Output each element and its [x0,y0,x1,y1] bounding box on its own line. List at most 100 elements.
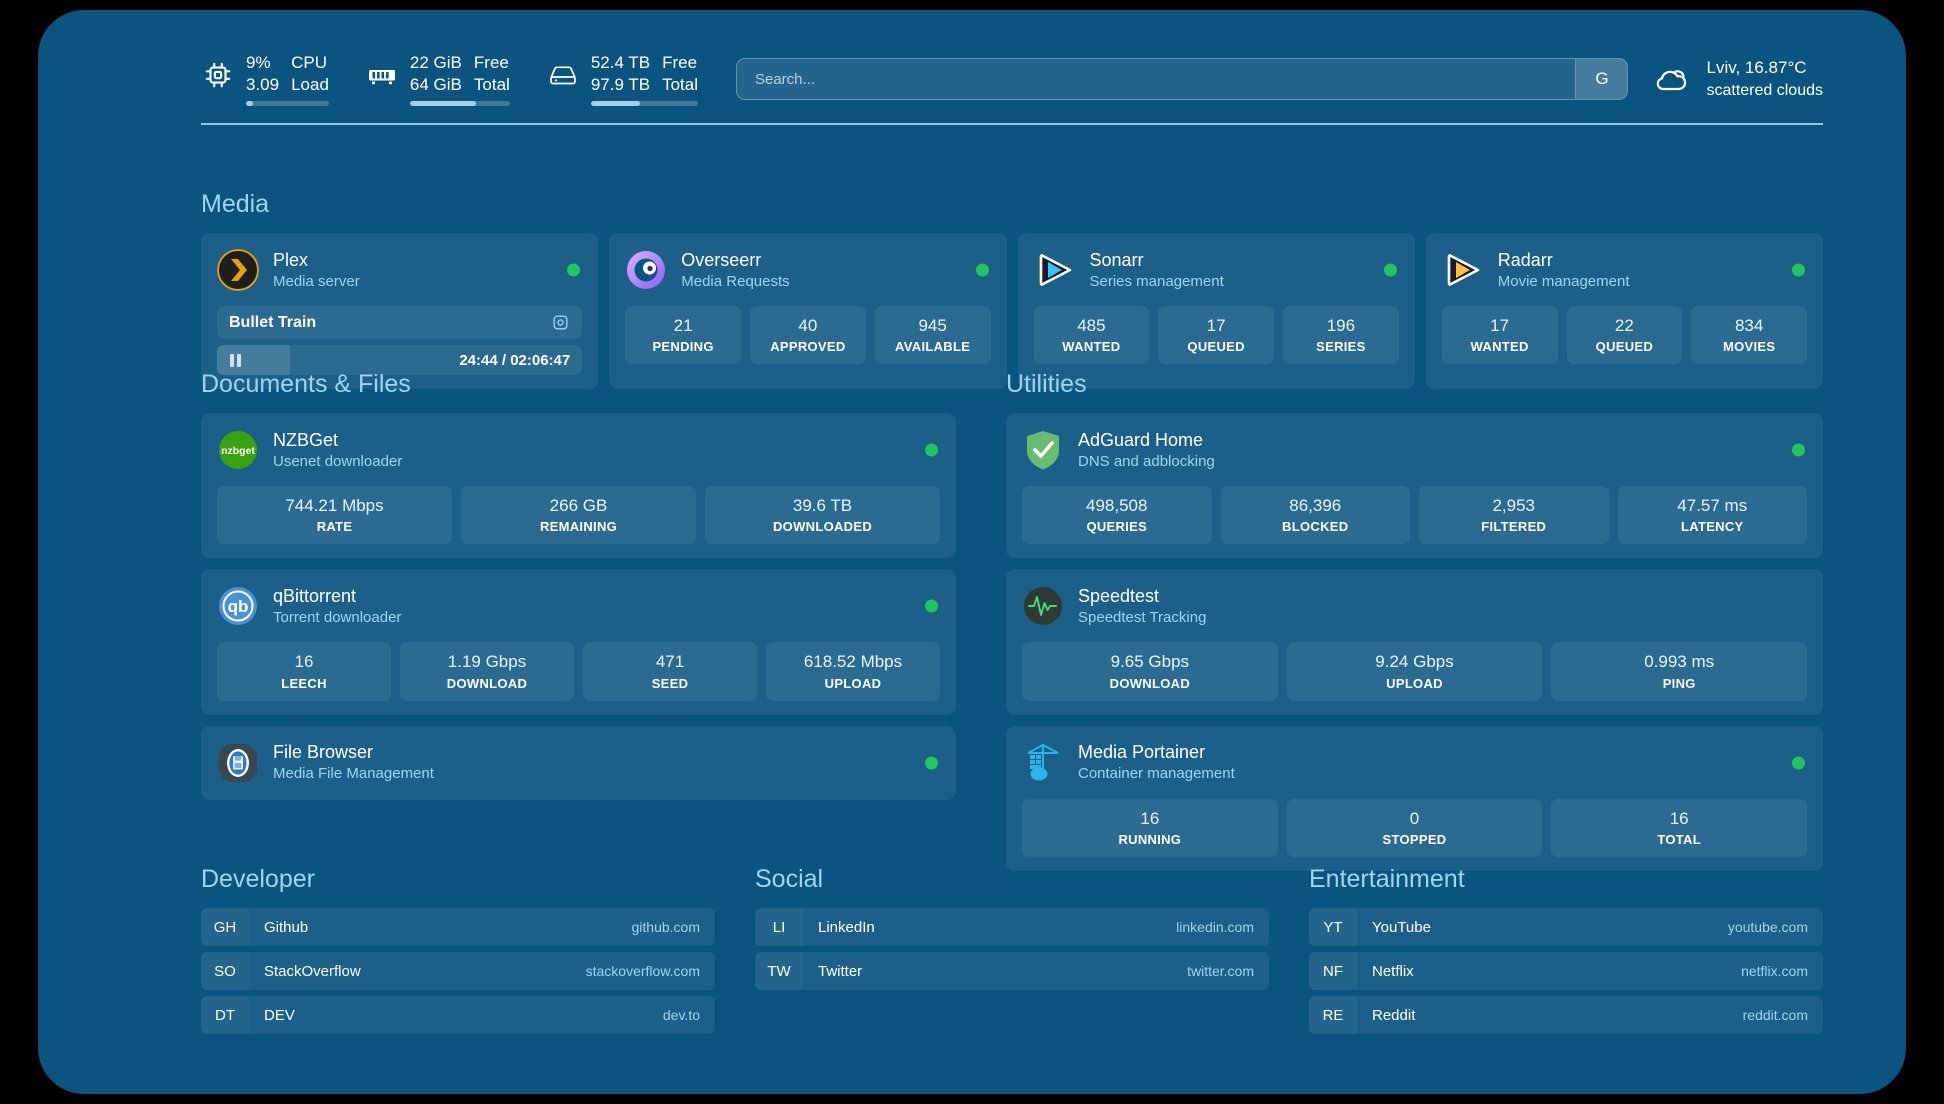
service-description: Usenet downloader [273,452,403,470]
stat-label: QUERIES [1086,519,1148,535]
stat-value: 266 GB [549,496,608,515]
nzbget-logo: nzbget [217,429,259,471]
service-name: Overseerr [681,249,762,270]
bookmark-group-title: Developer [201,865,315,893]
service-titles: Sonarr Series management [1090,249,1224,292]
stat-value: 16 [294,652,314,672]
service-header[interactable]: Radarr Movie management [1442,247,1807,293]
stat-value: 86,396 [1289,496,1342,515]
service-card-sonarr[interactable]: Sonarr Series management 485 WANTED 17 QU… [1017,233,1415,389]
search-input[interactable] [736,59,1576,99]
stat-wanted: 485 WANTED [1033,306,1150,365]
service-card-qbittorrent[interactable]: qb qBittorrent Torrent downloader 16 LEE… [201,569,956,715]
stat-row: 21 PENDING 40 APPROVED 945 AVAILABLE [625,306,991,365]
stat-available: 945 AVAILABLE [874,306,991,365]
resource-label-secondary: Total [662,75,698,94]
service-header[interactable]: Overseerr Media Requests [625,247,990,293]
resource-widget-cpu[interactable]: 9% 3.09 CPU Load [201,52,329,106]
bookmark-item-stackoverflow[interactable]: SO StackOverflow stackoverflow.com [201,952,715,990]
stat-value: 498,508 [1086,496,1148,515]
service-header[interactable]: qb qBittorrent Torrent downloader [217,583,940,629]
service-header[interactable]: Plex Media server [217,247,582,293]
bookmark-item-github[interactable]: GH Github github.com [201,908,715,946]
bookmark-item-netflix[interactable]: NF Netflix netflix.com [1309,952,1823,990]
service-card-media-portainer[interactable]: Media Portainer Container management 16 … [1006,725,1823,871]
resource-body: 22 GiB 64 GiB Free Total [409,52,510,106]
now-playing-row[interactable]: Bullet Train [217,306,583,339]
bookmark-body[interactable]: LinkedIn linkedin.com [803,908,1269,946]
bookmark-body[interactable]: YouTube youtube.com [1357,908,1823,946]
filebrowser-logo [217,742,259,784]
status-indicator-online [925,756,938,769]
bookmarks-area: Developer GH Github github.com SO StackOv… [201,865,1823,1034]
search-box[interactable]: G [735,58,1629,100]
service-header[interactable]: Sonarr Series management [1034,247,1399,293]
bookmark-body[interactable]: StackOverflow stackoverflow.com [249,952,715,990]
service-name: Plex [273,249,309,270]
stat-approved: 40 APPROVED [750,306,866,365]
search-engine-button[interactable]: G [1575,59,1628,99]
stat-row: 17 WANTED 22 QUEUED 834 MOVIES [1441,306,1807,365]
service-card-plex[interactable]: Plex Media server Bullet Train 24:44 / 0… [201,233,599,389]
resource-progress-bar [590,100,698,106]
cloud-icon [1652,63,1692,95]
service-header[interactable]: AdGuard Home DNS and adblocking [1022,427,1807,473]
resource-widget-disk[interactable]: 52.4 TB 97.9 TB Free Total [546,52,698,106]
service-titles: File Browser Media File Management [273,741,434,784]
now-playing-progress[interactable]: 24:44 / 02:06:47 [217,345,583,375]
bookmark-item-linkedin[interactable]: LI LinkedIn linkedin.com [755,908,1269,946]
resource-widget-memory[interactable]: 22 GiB 64 GiB Free Total [365,52,510,106]
header-bar: 9% 3.09 CPU Load 22 GiB [201,38,1823,120]
stat-label: LEECH [281,675,327,691]
stat-label: LATENCY [1680,519,1744,535]
service-titles: qBittorrent Torrent downloader [273,585,401,628]
stat-label: QUEUED [1187,339,1245,355]
resource-labels: CPU Load [291,52,329,96]
stat-label: DOWNLOAD [446,675,528,691]
bookmark-body[interactable]: Twitter twitter.com [803,952,1269,990]
service-card-file-browser[interactable]: File Browser Media File Management [201,725,956,800]
header-divider [201,123,1823,125]
bookmark-item-youtube[interactable]: YT YouTube youtube.com [1309,908,1823,946]
bookmark-body[interactable]: Github github.com [249,908,715,946]
service-card-overseerr[interactable]: Overseerr Media Requests 21 PENDING 40 AP… [609,233,1007,389]
speedtest-logo [1022,585,1064,627]
now-playing-time: 24:44 / 02:06:47 [459,351,571,369]
stat-label: REMAINING [539,519,618,535]
service-header[interactable]: Speedtest Speedtest Tracking [1022,583,1807,629]
service-card-nzbget[interactable]: nzbget NZBGet Usenet downloader 744.21 M… [201,413,956,559]
bookmark-url: dev.to [662,1007,700,1023]
bookmark-body[interactable]: Netflix netflix.com [1357,952,1823,990]
resource-progress-bar [409,100,510,106]
section-media: Media Plex Media server Bullet Train 24:… [201,190,1823,389]
bookmark-item-dev[interactable]: DT DEV dev.to [201,996,715,1034]
bookmark-name: LinkedIn [818,918,875,936]
bookmark-body[interactable]: Reddit reddit.com [1357,996,1823,1034]
service-header[interactable]: File Browser Media File Management [217,740,940,786]
stat-downloaded: 39.6 TB DOWNLOADED [705,486,940,545]
stat-ping: 0.993 ms PING [1551,642,1808,701]
service-card-radarr[interactable]: Radarr Movie management 17 WANTED 22 QUEU… [1425,233,1823,389]
service-card-adguard-home[interactable]: AdGuard Home DNS and adblocking 498,508 … [1006,413,1823,559]
pause-icon[interactable] [230,353,241,367]
bookmark-item-reddit[interactable]: RE Reddit reddit.com [1309,996,1823,1034]
bookmark-abbr: SO [201,952,249,990]
service-header[interactable]: nzbget NZBGet Usenet downloader [217,427,940,473]
bookmark-body[interactable]: DEV dev.to [249,996,715,1034]
bookmark-item-twitter[interactable]: TW Twitter twitter.com [755,952,1269,990]
resource-label-secondary: Load [291,75,329,94]
service-titles: Media Portainer Container management [1078,741,1235,784]
service-header[interactable]: Media Portainer Container management [1022,740,1807,786]
search-widget[interactable]: G [735,58,1629,100]
stat-value: 21 [673,316,693,335]
weather-widget[interactable]: Lviv, 16.87°C scattered clouds [1652,56,1823,102]
resource-value-primary: 9% [246,53,271,73]
gear-icon[interactable] [551,313,570,332]
stat-value: 17 [1206,316,1226,335]
stat-total: 16 TOTAL [1551,798,1808,857]
service-card-speedtest[interactable]: Speedtest Speedtest Tracking 9.65 Gbps D… [1006,569,1823,715]
bookmark-url: twitter.com [1187,963,1254,979]
service-titles: AdGuard Home DNS and adblocking [1078,429,1215,472]
stat-stopped: 0 STOPPED [1286,798,1543,857]
status-indicator-online [1792,263,1805,277]
